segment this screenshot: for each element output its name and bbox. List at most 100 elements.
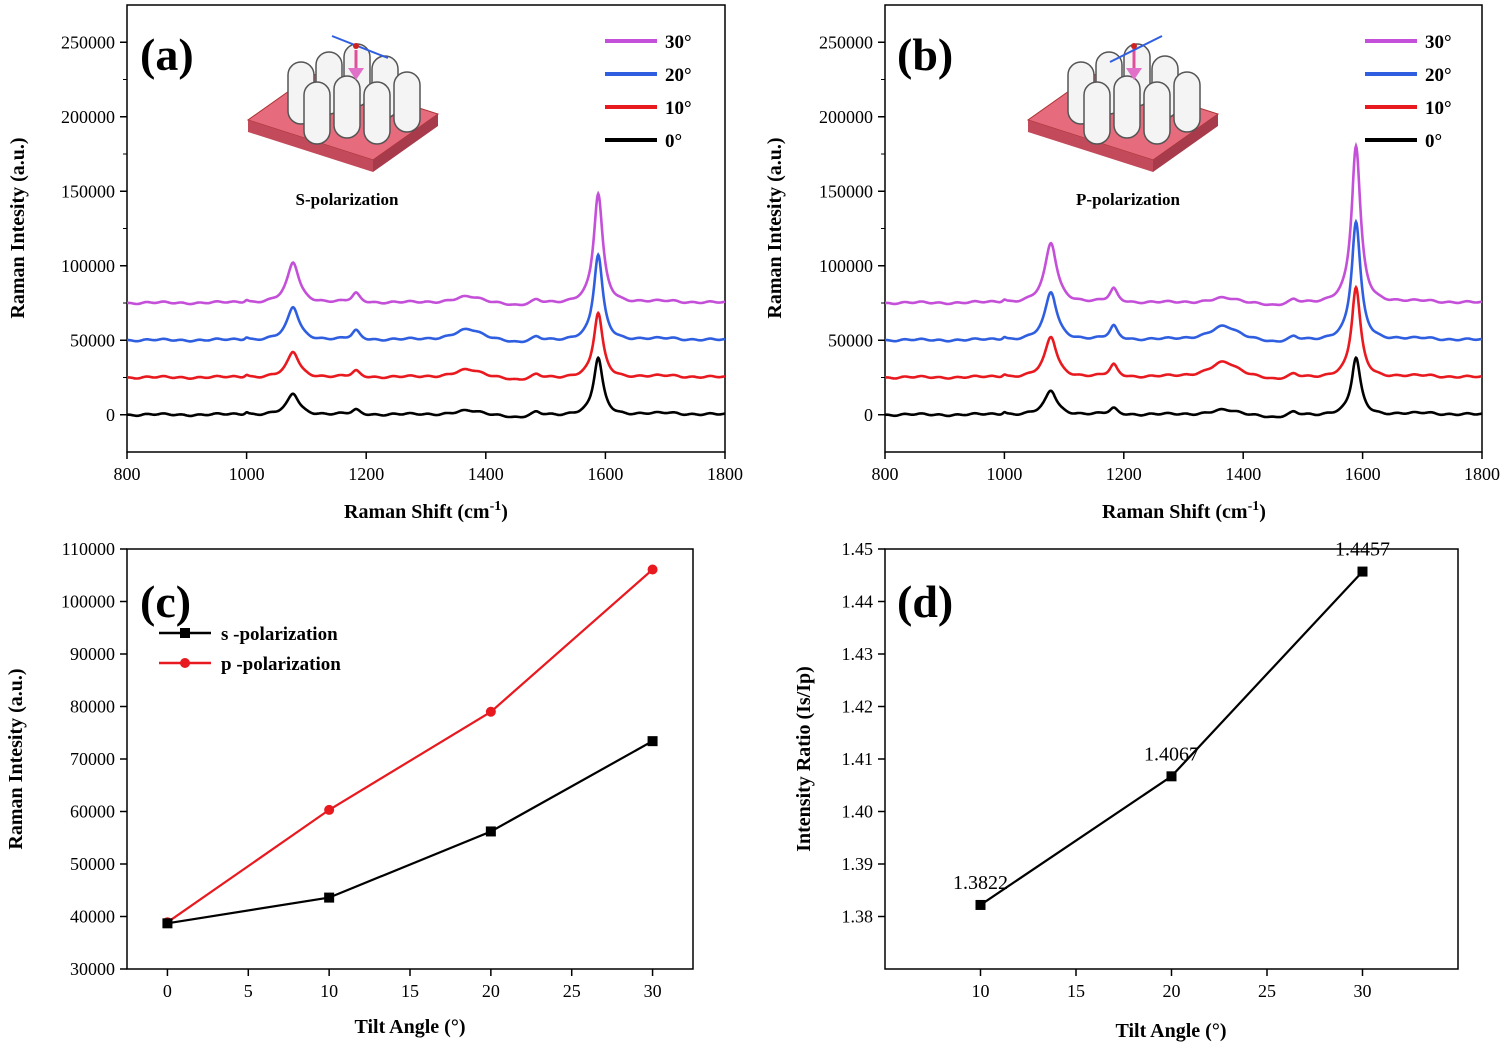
spectrum-line-30deg — [885, 141, 1483, 307]
spectrum-line-10deg — [127, 310, 726, 381]
data-point — [647, 564, 658, 575]
y-tick-label: 110000 — [62, 539, 115, 559]
y-tick-label: 80000 — [70, 697, 115, 717]
y-tick-label: 40000 — [70, 907, 115, 927]
spectrum-line-20deg — [884, 218, 1483, 343]
panel-b: 800 1000 1200 1400 1600 1800 0 50000 100000 1500… — [764, 4, 1500, 523]
y-tick-label: 100000 — [61, 256, 115, 276]
legend-label: 20° — [665, 65, 692, 86]
data-point — [647, 736, 658, 747]
data-point — [485, 706, 496, 717]
y-tick-label: 150000 — [819, 181, 873, 201]
spectrum-line-20deg — [127, 252, 726, 344]
x-tick-label: 1400 — [468, 464, 504, 484]
data-point — [975, 899, 986, 910]
legend-label: 30° — [1425, 32, 1452, 53]
x-ticks-d: 10 15 20 25 30 — [972, 969, 1372, 1001]
panel-d: 10 15 20 25 30 1.381.391.401.411.421.431.441… — [793, 539, 1459, 1042]
panel-label-c: (c) — [140, 576, 191, 627]
series-line — [166, 568, 654, 924]
panel-label-d: (d) — [897, 576, 953, 627]
panel-label-b: (b) — [897, 29, 953, 80]
spectrum-line-10deg — [884, 284, 1483, 380]
x-tick-label: 5 — [244, 981, 253, 1001]
series-d: 1.3822 1.4067 1.4457 — [953, 539, 1390, 910]
y-tick-label: 250000 — [61, 32, 115, 52]
x-tick-label: 25 — [1258, 981, 1276, 1001]
data-point — [1357, 566, 1368, 577]
data-point — [324, 892, 335, 903]
legend-label: 0° — [1425, 131, 1442, 152]
point-value-label: 1.3822 — [953, 872, 1008, 894]
y-tick-label: 90000 — [70, 644, 115, 664]
legend-label: p -polarization — [221, 654, 341, 675]
y-tick-label: 100000 — [819, 256, 873, 276]
legend-label: 20° — [1425, 65, 1452, 86]
x-tick-label: 15 — [401, 981, 419, 1001]
y-tick-label: 70000 — [70, 749, 115, 769]
y-tick-label: 1.44 — [842, 592, 874, 612]
x-tick-label: 1800 — [1464, 464, 1500, 484]
y-axis-label-b: Raman Intesity (a.u.) — [764, 137, 786, 318]
nanorod-illustration-b — [1026, 35, 1220, 172]
y-tick-label: 60000 — [70, 802, 115, 822]
x-axis-label-c: Tilt Angle (°) — [355, 1016, 466, 1038]
legend-label: s -polarization — [221, 624, 338, 645]
y-tick-label: 0 — [106, 405, 115, 425]
y-tick-label: 1.40 — [842, 802, 874, 822]
y-tick-label: 30000 — [70, 959, 115, 979]
panel-c: 0 5 10 15 20 25 30 30000 40000 50000 60000 70000 80… — [5, 539, 694, 1038]
y-ticks-c: 30000 40000 50000 60000 70000 80000 90000 10000… — [61, 539, 127, 979]
y-tick-label: 1.43 — [842, 644, 874, 664]
x-tick-label: 30 — [644, 981, 662, 1001]
inset-label-a: S-polarization — [296, 190, 399, 209]
x-tick-label: 15 — [1067, 981, 1085, 1001]
inset-label-b: P-polarization — [1076, 190, 1180, 209]
y-tick-label: 50000 — [70, 330, 115, 350]
x-ticks-b: 800 1000 1200 1400 1600 1800 — [872, 452, 1500, 484]
x-axis-label-d: Tilt Angle (°) — [1116, 1020, 1227, 1042]
legend-marker — [180, 628, 190, 638]
y-tick-label: 200000 — [61, 107, 115, 127]
spectra-a — [126, 190, 726, 419]
legend-b: 30° 20° 10° 0° — [1365, 32, 1452, 152]
y-tick-label: 200000 — [819, 107, 873, 127]
y-tick-label: 150000 — [61, 181, 115, 201]
spectrum-line-0deg — [884, 355, 1483, 419]
legend-label: 0° — [665, 131, 682, 152]
x-tick-label: 1000 — [986, 464, 1022, 484]
x-tick-label: 800 — [114, 464, 141, 484]
series-line — [167, 740, 654, 925]
y-tick-label: 1.41 — [842, 749, 874, 769]
y-tick-label: 1.42 — [842, 697, 874, 717]
x-tick-label: 20 — [1163, 981, 1181, 1001]
y-tick-label: 1.39 — [842, 854, 874, 874]
y-tick-label: 0 — [864, 405, 873, 425]
panel-a: 800 1000 1200 1400 1600 1800 0 50000 100000 1500… — [7, 4, 743, 523]
y-axis-label-a: Raman Intesity (a.u.) — [7, 137, 29, 318]
y-tick-label: 1.38 — [842, 907, 874, 927]
spectra-b — [884, 141, 1483, 419]
point-value-label: 1.4067 — [1144, 743, 1199, 765]
y-ticks-a: 0 50000 100000 150000 200000 250000 — [61, 32, 127, 425]
legend-c: s -polarization p -polarization — [159, 624, 341, 675]
y-tick-label: 50000 — [828, 330, 873, 350]
x-tick-label: 1200 — [1106, 464, 1142, 484]
x-tick-label: 30 — [1354, 981, 1372, 1001]
x-axis-label-a: Raman Shift (cm-1) — [344, 499, 508, 523]
legend-label: 10° — [665, 98, 692, 119]
data-point — [1166, 771, 1177, 782]
y-tick-label: 1.45 — [842, 539, 874, 559]
legend-marker — [180, 658, 190, 668]
y-ticks-d: 1.38 1.39 1.40 1.41 1.42 1.43 1.44 1.45 — [842, 539, 885, 927]
x-tick-label: 1400 — [1225, 464, 1261, 484]
x-tick-label: 1800 — [707, 464, 743, 484]
y-tick-label: 50000 — [70, 854, 115, 874]
point-value-label: 1.4457 — [1335, 539, 1390, 561]
y-tick-label: 100000 — [61, 592, 115, 612]
x-ticks-c: 0 5 10 15 20 25 30 — [163, 969, 662, 1001]
x-tick-label: 0 — [163, 981, 172, 1001]
x-tick-label: 1200 — [348, 464, 384, 484]
y-tick-label: 250000 — [819, 32, 873, 52]
